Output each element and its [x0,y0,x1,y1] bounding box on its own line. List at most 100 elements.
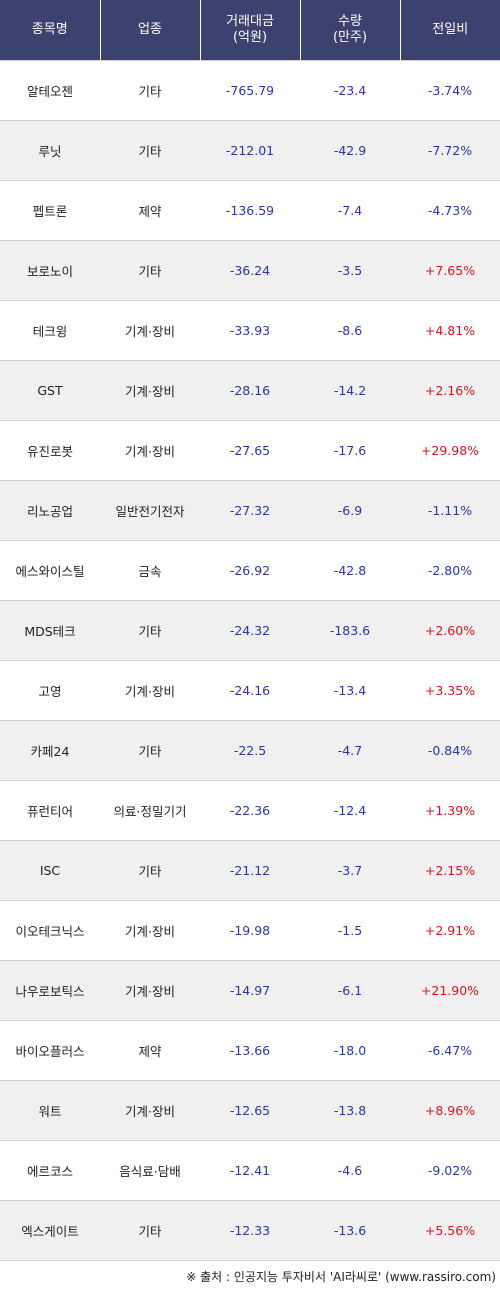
stock-name-cell: 테크윙 [0,300,100,361]
header-trade-amount-unit: (억원) [232,30,268,45]
change-cell: -3.74% [400,60,500,121]
trade-amount-cell: -28.16 [200,360,300,421]
volume-cell: -42.9 [300,120,400,181]
change-cell: -0.84% [400,720,500,781]
table-row: 보로노이 기타 -36.24 -3.5 +7.65% [0,240,500,301]
header-volume: 수량 (만주) [300,0,401,61]
table-row: 알테오젠 기타 -765.79 -23.4 -3.74% [0,60,500,121]
stock-name-cell: 고영 [0,660,100,721]
volume-cell: -17.6 [300,420,400,481]
volume-cell: -6.1 [300,960,400,1021]
volume-cell: -4.6 [300,1140,400,1201]
sector-cell: 의료·정밀기기 [100,780,200,841]
volume-cell: -42.8 [300,540,400,601]
change-cell: +7.65% [400,240,500,301]
change-cell: +2.91% [400,900,500,961]
stock-name-cell: 리노공업 [0,480,100,541]
trade-amount-cell: -22.5 [200,720,300,781]
stock-name-cell: 에르코스 [0,1140,100,1201]
change-cell: +29.98% [400,420,500,481]
trade-amount-cell: -765.79 [200,60,300,121]
change-cell: +8.96% [400,1080,500,1141]
volume-cell: -14.2 [300,360,400,421]
sector-cell: 기타 [100,240,200,301]
table-row: 유진로봇 기계·장비 -27.65 -17.6 +29.98% [0,420,500,481]
volume-cell: -8.6 [300,300,400,361]
volume-cell: -4.7 [300,720,400,781]
change-cell: +21.90% [400,960,500,1021]
change-cell: +2.15% [400,840,500,901]
table-row: 이오테크닉스 기계·장비 -19.98 -1.5 +2.91% [0,900,500,961]
table-header: 종목명 업종 거래대금 (억원) 수량 (만주) 전일비 [0,0,500,61]
sector-cell: 기계·장비 [100,960,200,1021]
trade-amount-cell: -24.16 [200,660,300,721]
volume-cell: -3.7 [300,840,400,901]
header-trade-amount: 거래대금 (억원) [200,0,301,61]
table-row: 리노공업 일반전기전자 -27.32 -6.9 -1.11% [0,480,500,541]
table-row: 테크윙 기계·장비 -33.93 -8.6 +4.81% [0,300,500,361]
volume-cell: -12.4 [300,780,400,841]
sector-cell: 기계·장비 [100,420,200,481]
stock-name-cell: 엑스게이트 [0,1200,100,1261]
change-cell: -7.72% [400,120,500,181]
sector-cell: 기타 [100,840,200,901]
trade-amount-cell: -13.66 [200,1020,300,1081]
change-cell: +2.16% [400,360,500,421]
table-row: 에르코스 음식료·담배 -12.41 -4.6 -9.02% [0,1140,500,1201]
source-note: ※ 출처 : 인공지능 투자비서 'AI라씨로' (www.rassiro.co… [186,1270,496,1284]
trade-amount-cell: -19.98 [200,900,300,961]
trade-amount-cell: -12.65 [200,1080,300,1141]
stock-name-cell: 바이오플러스 [0,1020,100,1081]
sector-cell: 기타 [100,1200,200,1261]
trade-amount-cell: -33.93 [200,300,300,361]
sector-cell: 음식료·담배 [100,1140,200,1201]
change-cell: +3.35% [400,660,500,721]
stock-name-cell: 펩트론 [0,180,100,241]
stock-name-cell: MDS테크 [0,600,100,661]
sector-cell: 기계·장비 [100,300,200,361]
change-cell: -6.47% [400,1020,500,1081]
stock-name-cell: 보로노이 [0,240,100,301]
volume-cell: -7.4 [300,180,400,241]
volume-cell: -6.9 [300,480,400,541]
sector-cell: 기계·장비 [100,900,200,961]
stock-table: 종목명 업종 거래대금 (억원) 수량 (만주) 전일비 알테오젠 기타 -765.… [0,0,500,1261]
header-volume-label: 수량 [338,14,362,29]
volume-cell: -13.8 [300,1080,400,1141]
volume-cell: -183.6 [300,600,400,661]
table-row: 에스와이스틸 금속 -26.92 -42.8 -2.80% [0,540,500,601]
stock-name-cell: 유진로봇 [0,420,100,481]
trade-amount-cell: -22.36 [200,780,300,841]
table-row: 엑스게이트 기타 -12.33 -13.6 +5.56% [0,1200,500,1261]
table-row: GST 기계·장비 -28.16 -14.2 +2.16% [0,360,500,421]
stock-name-cell: 카페24 [0,720,100,781]
stock-name-cell: 이오테크닉스 [0,900,100,961]
change-cell: +5.56% [400,1200,500,1261]
stock-name-cell: 알테오젠 [0,60,100,121]
table-row: 루닛 기타 -212.01 -42.9 -7.72% [0,120,500,181]
stock-name-cell: 워트 [0,1080,100,1141]
trade-amount-cell: -27.65 [200,420,300,481]
table-row: ISC 기타 -21.12 -3.7 +2.15% [0,840,500,901]
volume-cell: -18.0 [300,1020,400,1081]
change-cell: -4.73% [400,180,500,241]
trade-amount-cell: -14.97 [200,960,300,1021]
stock-name-cell: GST [0,360,100,421]
trade-amount-cell: -21.12 [200,840,300,901]
sector-cell: 금속 [100,540,200,601]
sector-cell: 제약 [100,180,200,241]
stock-name-cell: 나우로보틱스 [0,960,100,1021]
table-row: 펩트론 제약 -136.59 -7.4 -4.73% [0,180,500,241]
sector-cell: 기타 [100,600,200,661]
trade-amount-cell: -27.32 [200,480,300,541]
trade-amount-cell: -24.32 [200,600,300,661]
header-change: 전일비 [400,0,500,61]
trade-amount-cell: -12.33 [200,1200,300,1261]
volume-cell: -23.4 [300,60,400,121]
volume-cell: -1.5 [300,900,400,961]
volume-cell: -13.6 [300,1200,400,1261]
sector-cell: 기타 [100,720,200,781]
stock-name-cell: ISC [0,840,100,901]
table-row: MDS테크 기타 -24.32 -183.6 +2.60% [0,600,500,661]
trade-amount-cell: -12.41 [200,1140,300,1201]
